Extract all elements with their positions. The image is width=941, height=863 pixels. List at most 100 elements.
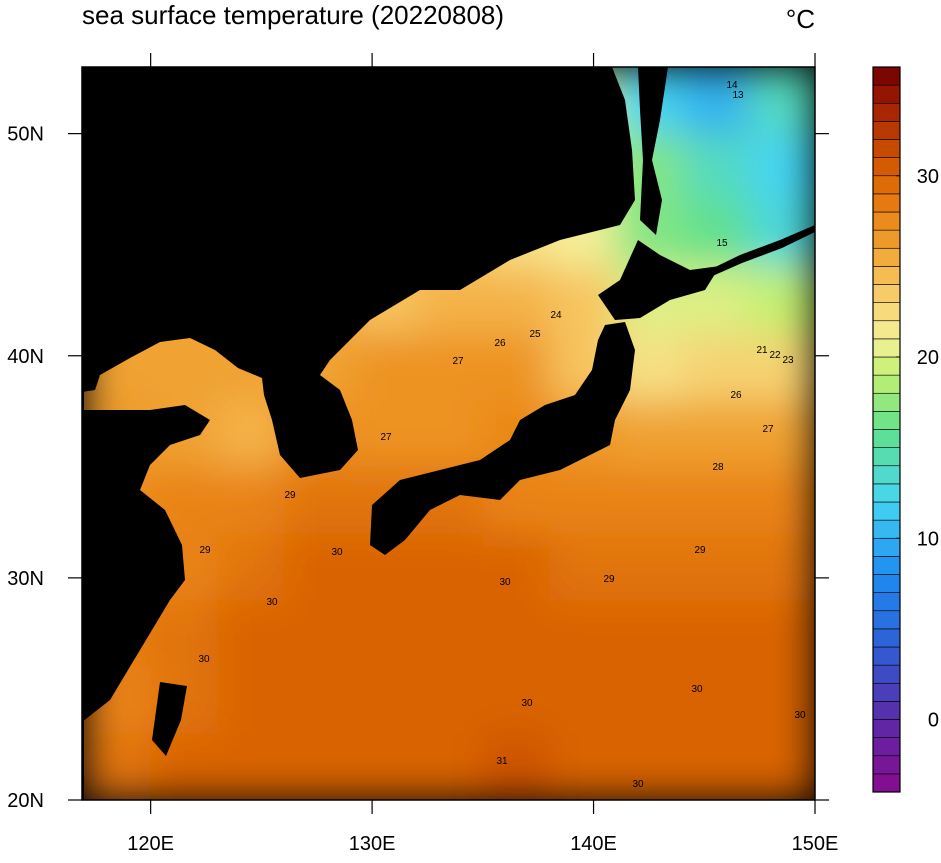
taiwan xyxy=(152,682,187,756)
sst-cell xyxy=(482,733,550,800)
sst-cell xyxy=(748,666,815,734)
sst-cell xyxy=(682,333,750,401)
sst-cell xyxy=(416,333,484,401)
sst-cell xyxy=(349,600,417,668)
sst-cell xyxy=(615,533,683,601)
colorbar: 0 10 20 30 xyxy=(872,66,939,793)
contour-label: 30 xyxy=(331,547,343,558)
contour-label: 28 xyxy=(712,462,724,473)
colorbar-band xyxy=(872,610,901,630)
sst-cell xyxy=(748,533,815,601)
hokkaido xyxy=(598,240,720,320)
colorbar-band xyxy=(872,175,901,195)
colorbar-band xyxy=(872,465,901,485)
contour-label: 30 xyxy=(521,698,533,709)
colorbar-band xyxy=(872,102,901,122)
sst-cell xyxy=(682,67,750,135)
colorbar-band xyxy=(872,356,901,376)
contour-label: 30 xyxy=(266,597,278,608)
land xyxy=(82,67,815,756)
colorbar-band xyxy=(872,773,901,793)
sst-cell xyxy=(482,533,550,601)
sst-cell xyxy=(682,466,750,534)
sst-cell xyxy=(748,266,815,335)
kuril-islands xyxy=(705,225,815,278)
colorbar-tick-label: 20 xyxy=(917,347,939,369)
colorbar-band xyxy=(872,157,901,177)
axes: 120E 130E 140E 150E 20N 30N 40N 50N xyxy=(7,53,838,855)
sst-cell xyxy=(416,533,484,601)
sst-cell xyxy=(416,600,484,668)
sst-cell xyxy=(682,533,750,601)
sst-cell xyxy=(349,666,417,734)
sst-cell xyxy=(416,400,484,468)
units-label: °C xyxy=(786,4,815,34)
contour-label: 30 xyxy=(632,779,644,790)
contour-label: 29 xyxy=(603,574,615,585)
sst-cell xyxy=(682,666,750,734)
x-tick-label: 120E xyxy=(127,833,174,855)
contour-label: 29 xyxy=(199,545,211,556)
colorbar-tick-label: 30 xyxy=(917,166,939,188)
y-tick-label: 40N xyxy=(7,346,44,368)
sst-cell xyxy=(682,733,750,800)
sst-cell xyxy=(748,600,815,668)
sst-cell xyxy=(549,533,617,601)
sst-cell xyxy=(615,600,683,668)
colorbar-band xyxy=(872,266,901,285)
sst-cell xyxy=(748,333,815,401)
contour-label: 27 xyxy=(452,356,464,367)
sst-cell xyxy=(349,333,417,401)
sst-cell xyxy=(217,533,285,601)
sst-cell xyxy=(416,666,484,734)
sst-cell xyxy=(549,666,617,734)
sst-cell xyxy=(748,133,815,201)
x-tick-label: 130E xyxy=(349,833,396,855)
contour-label: 26 xyxy=(730,390,742,401)
colorbar-band xyxy=(872,121,901,140)
sst-cell xyxy=(283,600,351,668)
colorbar-band xyxy=(872,646,901,666)
sst-cell xyxy=(217,666,285,734)
sst-cell xyxy=(748,67,815,135)
colorbar-band xyxy=(872,229,901,249)
contour-label: 30 xyxy=(794,710,806,721)
colorbar-band xyxy=(872,320,901,340)
sst-cell xyxy=(84,733,152,800)
colorbar-band xyxy=(872,556,901,575)
sst-cell xyxy=(682,400,750,468)
plot-frame xyxy=(81,66,816,801)
sst-cell xyxy=(748,400,815,468)
colorbar-band xyxy=(872,392,901,412)
map-title: sea surface temperature (20220808) xyxy=(82,0,504,30)
contour-label: 22 xyxy=(769,350,781,361)
sst-cell xyxy=(748,466,815,534)
colorbar-band xyxy=(872,84,901,104)
x-tick-label: 140E xyxy=(570,833,617,855)
colorbar-band xyxy=(872,139,901,158)
contour-label: 24 xyxy=(550,310,562,321)
colorbar-band xyxy=(872,247,901,267)
colorbar-tick-label: 0 xyxy=(928,710,939,732)
colorbar-band xyxy=(872,447,901,467)
colorbar-band xyxy=(872,429,901,448)
colorbar-band xyxy=(872,628,901,648)
contour-label: 30 xyxy=(499,577,511,588)
colorbar-band xyxy=(872,374,901,394)
sst-cell xyxy=(217,600,285,668)
contour-label: 13 xyxy=(732,90,744,101)
contour-label: 27 xyxy=(762,424,774,435)
sst-cell xyxy=(482,666,550,734)
colorbar-band xyxy=(872,501,901,521)
contour-label: 23 xyxy=(782,355,794,366)
x-tick-label: 150E xyxy=(792,833,839,855)
sst-cell xyxy=(283,533,351,601)
colorbar-band xyxy=(872,592,901,612)
contour-label: 15 xyxy=(716,238,728,249)
sst-cell xyxy=(615,400,683,468)
sst-cell xyxy=(283,666,351,734)
china-coast xyxy=(82,405,210,722)
